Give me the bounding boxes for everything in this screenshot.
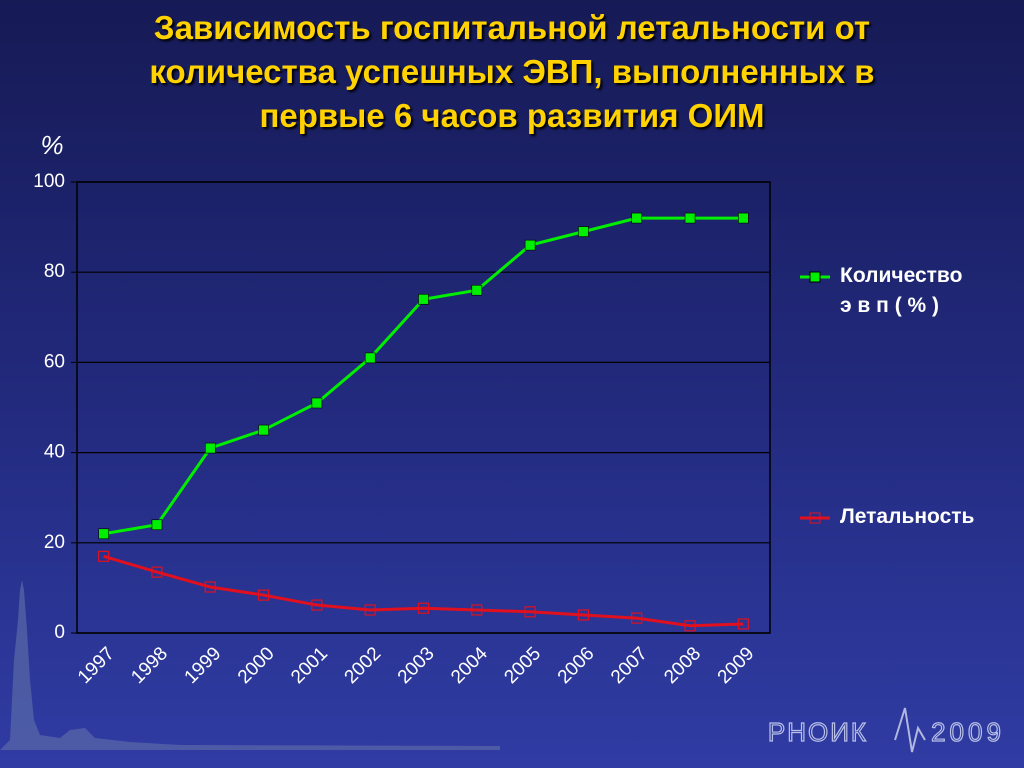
x-tick-label: 1998 (127, 643, 172, 688)
y-tick-label: 20 (44, 532, 65, 553)
y-tick-label: 0 (54, 622, 65, 643)
logo-year: 2009 (931, 717, 1005, 747)
logo-text: РНОИК (768, 717, 868, 747)
x-tick-label: 2000 (234, 643, 279, 688)
slide-title: Зависимость госпитальной летальности от … (149, 9, 875, 134)
x-tick-label: 2006 (554, 643, 599, 688)
x-tick-label: 1997 (74, 643, 119, 688)
point-marker (98, 528, 109, 540)
x-tick-label: 2008 (660, 643, 705, 688)
point-marker (311, 599, 323, 611)
legend-label: Летальность (840, 505, 975, 528)
x-tick-label: 2002 (341, 643, 386, 688)
point-marker (471, 284, 483, 296)
series-line (103, 554, 744, 628)
point-marker (151, 566, 163, 578)
logo-pulse (894, 707, 926, 753)
point-marker (471, 604, 483, 616)
point-marker (98, 550, 110, 562)
x-tick-label: 2004 (447, 643, 492, 688)
point-marker (631, 212, 643, 224)
legend-label: Количество э в п ( % ) (840, 264, 963, 317)
y-tick-label: 80 (44, 261, 65, 282)
x-tick-label: 2005 (500, 643, 545, 688)
point-marker (204, 581, 216, 593)
point-marker (257, 589, 270, 601)
y-tick-label: 60 (44, 351, 65, 372)
point-marker (204, 442, 216, 454)
y-tick-label: 100 (33, 171, 65, 192)
point-marker (737, 618, 749, 630)
point-marker (524, 239, 536, 251)
x-tick-label: 2003 (394, 643, 439, 688)
x-tick-label: 2001 (287, 643, 332, 688)
point-marker (524, 606, 536, 618)
point-marker (364, 352, 376, 364)
point-marker (577, 609, 590, 621)
legend-marker (809, 271, 821, 283)
point-marker (738, 212, 749, 224)
point-marker (684, 212, 696, 224)
x-tick-label: 2007 (607, 643, 652, 688)
x-tick-label: 1999 (181, 643, 226, 688)
y-tick-label: 40 (44, 442, 65, 463)
plot-frame (76, 181, 771, 634)
point-marker (418, 293, 429, 305)
point-marker (364, 604, 376, 616)
series-line (103, 216, 744, 536)
point-marker (578, 226, 589, 237)
y-axis-label: % (40, 130, 63, 160)
legend-marker (809, 512, 821, 524)
x-tick-label: 2009 (714, 643, 759, 688)
point-marker (258, 424, 269, 436)
point-marker (311, 397, 323, 409)
point-marker (631, 612, 643, 624)
point-marker (684, 620, 696, 632)
point-marker (417, 602, 430, 614)
point-marker (151, 519, 163, 531)
